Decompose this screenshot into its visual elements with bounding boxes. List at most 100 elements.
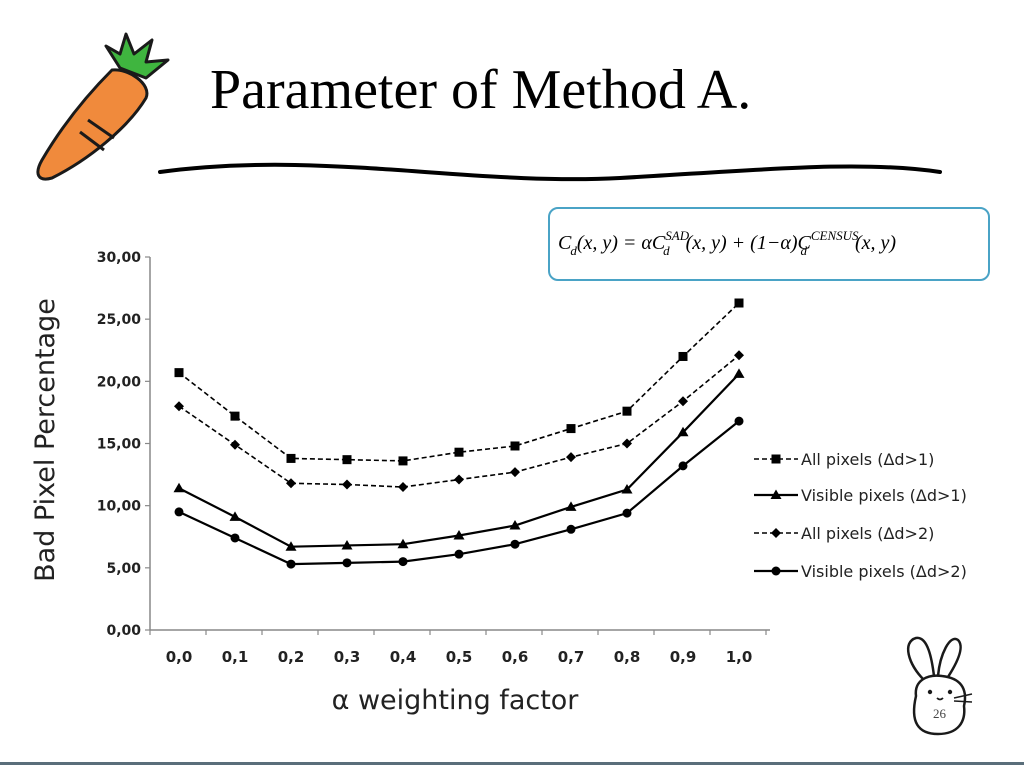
slide-title: Parameter of Method A. [210,59,752,121]
legend-label: Visible pixels (Δd>1) [801,486,967,505]
data-point [678,461,688,471]
data-point [286,559,296,569]
carrot-icon [36,32,170,181]
legend-marker [770,489,782,499]
y-tick-label: 25,00 [97,312,142,328]
formula-args: (x, y) [576,232,618,254]
data-point [342,558,352,568]
series-2 [173,368,745,551]
x-tick-label: 0,8 [614,648,641,666]
formula-census-sup: CENSUS [810,228,859,243]
data-point [454,447,464,457]
legend-marker [771,566,781,576]
data-point [174,507,184,517]
x-tick-label: 0,4 [390,648,417,666]
x-tick-label: 0,7 [558,648,585,666]
data-point [621,484,633,494]
series-line [178,373,740,548]
data-point [230,533,240,543]
legend-marker [771,528,781,538]
legend-label: All pixels (Δd>1) [801,450,934,469]
x-tick-label: 0,5 [446,648,473,666]
formula-lhs: C [558,232,572,254]
data-point [565,501,577,511]
data-point [734,298,744,308]
data-point [397,538,409,549]
y-tick-label: 0,00 [106,623,141,639]
data-point [734,416,744,426]
data-point [622,508,632,518]
formula-lhs-sub: d [570,243,577,258]
legend-item: Visible pixels (Δd>2) [754,562,967,581]
data-point [678,396,688,407]
formula-mid: (x, y) + (1−α)C [685,232,811,254]
data-point [173,482,185,493]
formula-box: Cd(x, y) = αCSADd (x, y) + (1−α)CCENSUSd(… [548,207,990,281]
data-point [622,438,632,449]
y-axis-label: Bad Pixel Percentage [30,298,61,582]
data-point [566,424,576,434]
data-point [509,520,521,530]
data-point [286,478,296,489]
legend-label: All pixels (Δd>2) [801,524,934,543]
data-point [453,530,465,540]
rabbit-icon [906,636,973,736]
x-tick-label: 0,3 [334,648,361,666]
data-point [677,426,689,437]
legend-label: Visible pixels (Δd>2) [801,562,967,581]
data-point [510,539,520,549]
series-1 [174,298,744,466]
data-point [229,511,241,521]
y-tick-label: 10,00 [97,499,142,515]
title-underline [158,162,942,182]
series-line [178,420,740,566]
page-number: 26 [933,706,946,721]
formula-eq: = αC [617,232,666,254]
formula-sad-sup: SAD [665,228,690,243]
x-tick-label: 0,6 [502,648,529,666]
legend-item: All pixels (Δd>2) [754,524,934,543]
data-point [342,455,352,465]
data-point [398,557,408,567]
y-tick-label: 20,00 [97,374,142,390]
x-tick-label: 0,0 [166,648,193,666]
data-point [398,456,408,466]
formula-tail: (x, y) [855,232,897,254]
data-point [454,549,464,559]
y-tick-label: 5,00 [106,561,141,577]
series-line [178,302,740,462]
data-point [733,368,745,378]
data-point [174,368,184,378]
data-point [398,482,408,493]
data-point [342,479,352,490]
data-point [230,439,240,450]
x-axis-label: α weighting factor [332,685,580,716]
data-point [566,452,576,463]
formula-census-sub: d [800,243,808,258]
formula-sad-sub: d [663,243,670,258]
x-tick-label: 0,1 [222,648,249,666]
legend-item: All pixels (Δd>1) [754,450,934,469]
y-tick-label: 30,00 [97,250,142,266]
series-line [178,354,740,488]
data-point [285,541,297,551]
data-point [510,441,520,451]
data-point [230,411,240,421]
data-point [622,406,632,416]
series-3 [174,350,744,493]
x-tick-label: 1,0 [726,648,753,666]
data-point [174,401,184,412]
footer-line [0,762,1024,765]
data-point [678,351,688,361]
x-tick-label: 0,9 [670,648,697,666]
data-point [286,453,296,463]
data-point [510,467,520,478]
legend-marker [771,454,781,464]
x-tick-label: 0,2 [278,648,305,666]
data-point [341,539,353,550]
y-tick-label: 15,00 [97,437,142,453]
formula: Cd(x, y) = αCSADd (x, y) + (1−α)CCENSUSd(… [558,229,897,257]
data-point [566,524,576,534]
